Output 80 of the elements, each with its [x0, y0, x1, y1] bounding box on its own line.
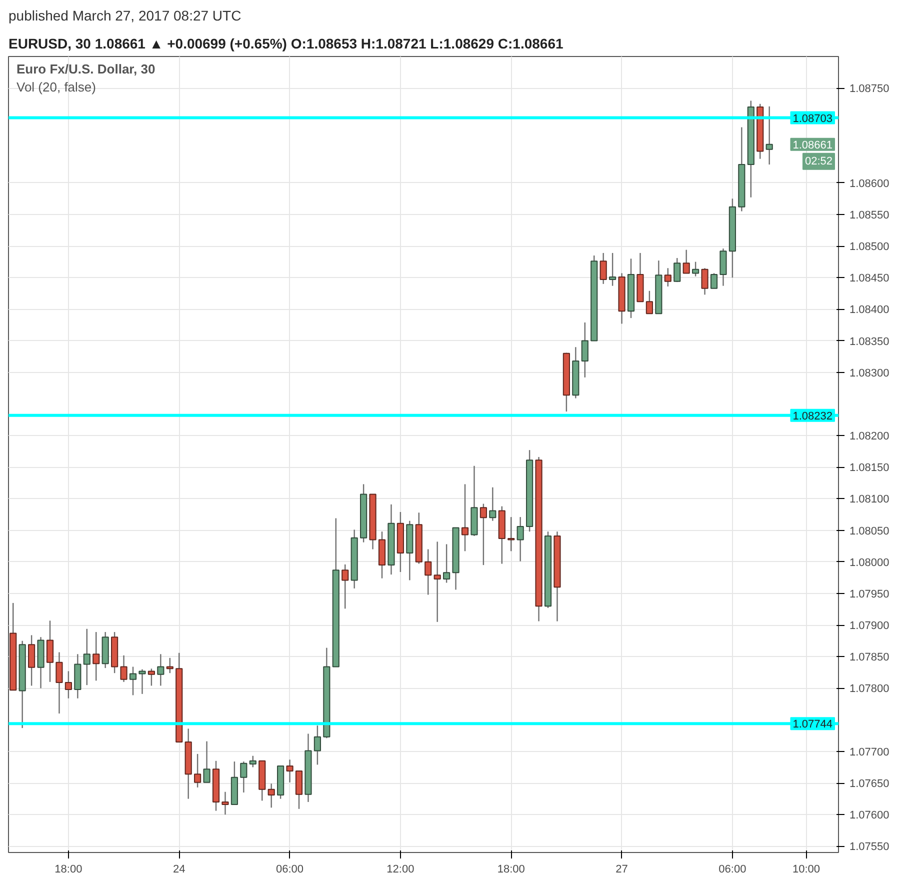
candlestick	[443, 544, 450, 584]
x-tick-label: 18:00	[497, 864, 525, 876]
candlestick	[600, 252, 607, 285]
candlestick	[314, 724, 321, 766]
candlestick	[664, 268, 672, 288]
y-tick-label: 1.08100	[850, 494, 890, 506]
y-tick-label: 1.08600	[850, 178, 890, 190]
y-tick-label: 1.07850	[850, 652, 890, 664]
candlestick	[166, 657, 174, 674]
y-tick-label: 1.07800	[850, 683, 890, 696]
ref-line-label: 1.08232	[792, 410, 833, 422]
y-tick-label: 1.07550	[850, 841, 890, 854]
candlestick	[138, 668, 146, 695]
candlestick	[46, 620, 54, 683]
text: published March 27, 2017 08:27 UTC	[8, 8, 242, 24]
candlestick	[646, 290, 653, 314]
candlestick	[286, 759, 294, 783]
y-tick-label: 1.07900	[850, 620, 890, 632]
annotation: 02:52	[804, 155, 833, 168]
x-tick-label: 10:00	[792, 864, 820, 876]
x-tick-label: 18:00	[54, 864, 82, 876]
candlestick	[28, 634, 36, 686]
candlestick	[222, 791, 229, 816]
candlestick	[766, 106, 773, 166]
x-tick-label: 06:00	[718, 864, 746, 876]
x-tick-label: 27	[616, 864, 628, 876]
y-tick-label: 1.08400	[850, 304, 890, 316]
y-tick-label: 1.07650	[850, 778, 890, 790]
y-tick-label: 1.08050	[850, 525, 890, 538]
annotation: Vol (20, false)	[16, 80, 96, 94]
candlestick	[342, 564, 349, 610]
candlestick	[268, 783, 275, 808]
candlestick	[92, 631, 100, 682]
candlestick	[516, 516, 524, 562]
chart-title: EURUSD, 30 1.08661 ▲ +0.00699 (+0.65%) O:1.08653 H:1.08721 L:1.08629 C:1.08661	[8, 36, 564, 52]
y-tick-label: 1.08750	[850, 83, 890, 96]
candlestick	[701, 268, 708, 296]
annotation: 1.08661	[792, 139, 833, 152]
candlestick	[194, 753, 202, 788]
candlestick	[692, 261, 700, 277]
y-tick-label: 1.08000	[850, 556, 890, 569]
candlestick	[682, 249, 690, 274]
candlestick	[56, 652, 63, 714]
y-tick-label: 1.08450	[850, 272, 890, 285]
candlestick	[129, 666, 137, 696]
ref-line-label: 1.07744	[792, 718, 833, 731]
ref-line-label: 1.08703	[792, 112, 833, 125]
candlestick	[83, 628, 90, 686]
candlestick	[157, 654, 164, 686]
candlestick	[609, 252, 616, 286]
y-tick-label: 1.08200	[850, 430, 890, 443]
y-tick-label: 1.08150	[850, 462, 890, 474]
y-tick-label: 1.07950	[850, 588, 890, 600]
x-tick-label: 24	[172, 864, 186, 876]
candlestick	[64, 670, 72, 699]
candlestick	[249, 755, 256, 768]
y-tick-label: 1.07600	[850, 810, 890, 822]
candlestick	[489, 486, 496, 522]
y-tick-label: 1.08500	[850, 241, 890, 254]
candlestick	[710, 272, 718, 289]
candlestick	[424, 548, 432, 596]
candlestick	[434, 541, 441, 623]
candlestick	[120, 654, 128, 683]
candlestick	[674, 257, 681, 283]
y-tick-label: 1.08300	[850, 367, 890, 380]
y-tick-label: 1.07700	[850, 746, 890, 758]
y-tick-label: 1.08550	[850, 209, 890, 222]
candlestick	[508, 516, 515, 552]
candlestick	[295, 770, 303, 810]
candlestick	[480, 503, 487, 566]
y-tick-label: 1.08350	[850, 336, 890, 348]
candlestick	[203, 740, 210, 783]
candlestick	[461, 484, 469, 552]
x-tick-label: 12:00	[386, 864, 414, 876]
candlestick	[720, 248, 727, 286]
candlestick	[240, 760, 248, 794]
candlestick	[148, 668, 155, 686]
chart-subtitle: Euro Fx/U.S. Dollar, 30	[16, 62, 156, 76]
candlestick	[581, 322, 588, 378]
x-tick-label: 06:00	[276, 864, 304, 876]
